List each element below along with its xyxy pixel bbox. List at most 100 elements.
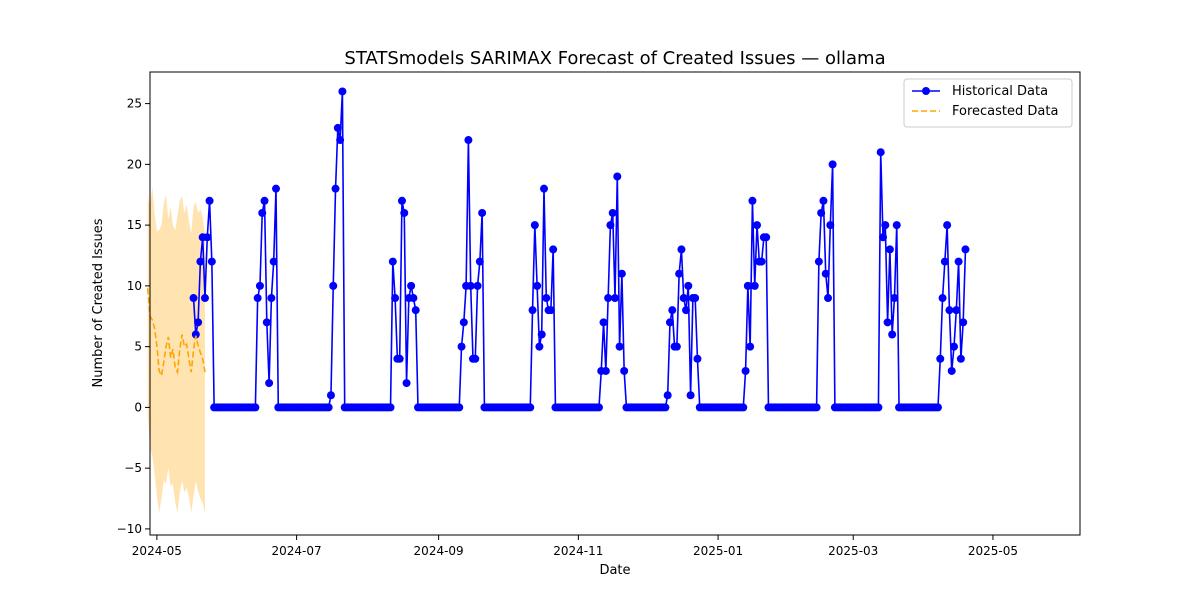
legend: Historical Data Forecasted Data — [903, 78, 1073, 128]
data-point — [537, 330, 546, 339]
data-point — [881, 221, 890, 230]
data-point — [601, 366, 610, 375]
y-tick-label: 15 — [127, 218, 142, 232]
data-point — [329, 281, 338, 290]
chart-title: STATSmodels SARIMAX Forecast of Created … — [344, 48, 885, 69]
data-point — [753, 221, 762, 230]
data-point — [409, 294, 418, 303]
x-tick-label: 2025-01 — [693, 544, 743, 558]
data-point — [952, 306, 961, 315]
data-point — [267, 294, 276, 303]
data-point — [324, 403, 333, 412]
data-point — [879, 233, 887, 242]
data-point — [741, 366, 750, 375]
data-point — [388, 257, 397, 266]
data-point — [338, 87, 347, 96]
data-point — [663, 391, 672, 400]
x-tick-label: 2024-05 — [132, 544, 182, 558]
x-tick-label: 2024-11 — [553, 544, 603, 558]
data-point — [947, 366, 956, 375]
data-point — [253, 294, 262, 303]
data-point — [203, 233, 212, 242]
data-point — [608, 208, 617, 217]
data-point — [661, 403, 670, 412]
data-point — [526, 403, 535, 412]
data-point — [606, 221, 615, 230]
data-point — [386, 403, 395, 412]
legend-box — [903, 78, 1073, 128]
y-axis-label: Number of Created Issues — [91, 218, 106, 387]
data-point — [271, 184, 280, 193]
data-point — [594, 403, 603, 412]
data-point — [260, 196, 269, 205]
data-point — [940, 257, 949, 266]
data-point — [471, 354, 480, 363]
x-axis-label: Date — [599, 563, 630, 578]
data-point — [196, 257, 205, 266]
data-point — [945, 306, 954, 315]
data-point — [397, 196, 406, 205]
data-point — [954, 257, 963, 266]
data-point — [812, 403, 821, 412]
data-point — [255, 281, 264, 290]
data-point — [333, 123, 342, 132]
data-point — [189, 294, 198, 303]
x-tick-label: 2024-07 — [272, 544, 322, 558]
data-point — [475, 257, 484, 266]
data-point — [459, 318, 468, 327]
data-point — [691, 294, 700, 303]
confidence-interval-band — [147, 186, 205, 514]
data-point — [938, 294, 947, 303]
data-point — [205, 196, 214, 205]
data-point — [892, 221, 901, 230]
data-point — [604, 294, 613, 303]
data-point — [824, 294, 833, 303]
x-tick-label: 2025-03 — [828, 544, 878, 558]
data-point — [599, 318, 608, 327]
data-point — [686, 391, 695, 400]
data-point — [265, 379, 274, 388]
x-tick-label: 2024-09 — [414, 544, 464, 558]
data-point — [455, 403, 464, 412]
confidence-interval-layer — [147, 186, 205, 514]
data-point — [613, 172, 622, 181]
data-point — [411, 306, 420, 315]
data-point — [668, 306, 677, 315]
legend-label: Historical Data — [952, 84, 1048, 99]
data-point — [950, 342, 959, 351]
data-point — [961, 245, 970, 254]
data-point — [262, 318, 271, 327]
data-point — [200, 294, 209, 303]
data-point — [817, 208, 826, 217]
data-point — [530, 221, 539, 230]
data-point — [888, 330, 897, 339]
data-point — [693, 354, 702, 363]
y-tick-label: −10 — [117, 522, 142, 536]
data-point — [395, 354, 404, 363]
data-point — [814, 257, 823, 266]
data-point — [402, 379, 411, 388]
data-point — [336, 136, 345, 145]
x-tick-label: 2025-05 — [968, 544, 1018, 558]
data-point — [890, 294, 899, 303]
data-point — [251, 403, 260, 412]
series-line-forecast — [146, 288, 206, 379]
data-point — [876, 148, 885, 157]
data-point — [956, 354, 965, 363]
y-tick-label: −5 — [124, 461, 142, 475]
data-point — [936, 354, 945, 363]
data-point — [665, 318, 674, 327]
y-tick-label: 5 — [134, 340, 142, 354]
data-point — [874, 403, 883, 412]
data-point — [326, 391, 335, 400]
data-point — [684, 281, 693, 290]
data-point — [933, 403, 942, 412]
data-point — [194, 318, 203, 327]
data-point — [269, 257, 278, 266]
data-point — [464, 136, 473, 145]
data-point — [407, 281, 416, 290]
legend-swatch-marker — [922, 87, 930, 95]
data-point — [675, 269, 684, 278]
data-point — [743, 281, 752, 290]
